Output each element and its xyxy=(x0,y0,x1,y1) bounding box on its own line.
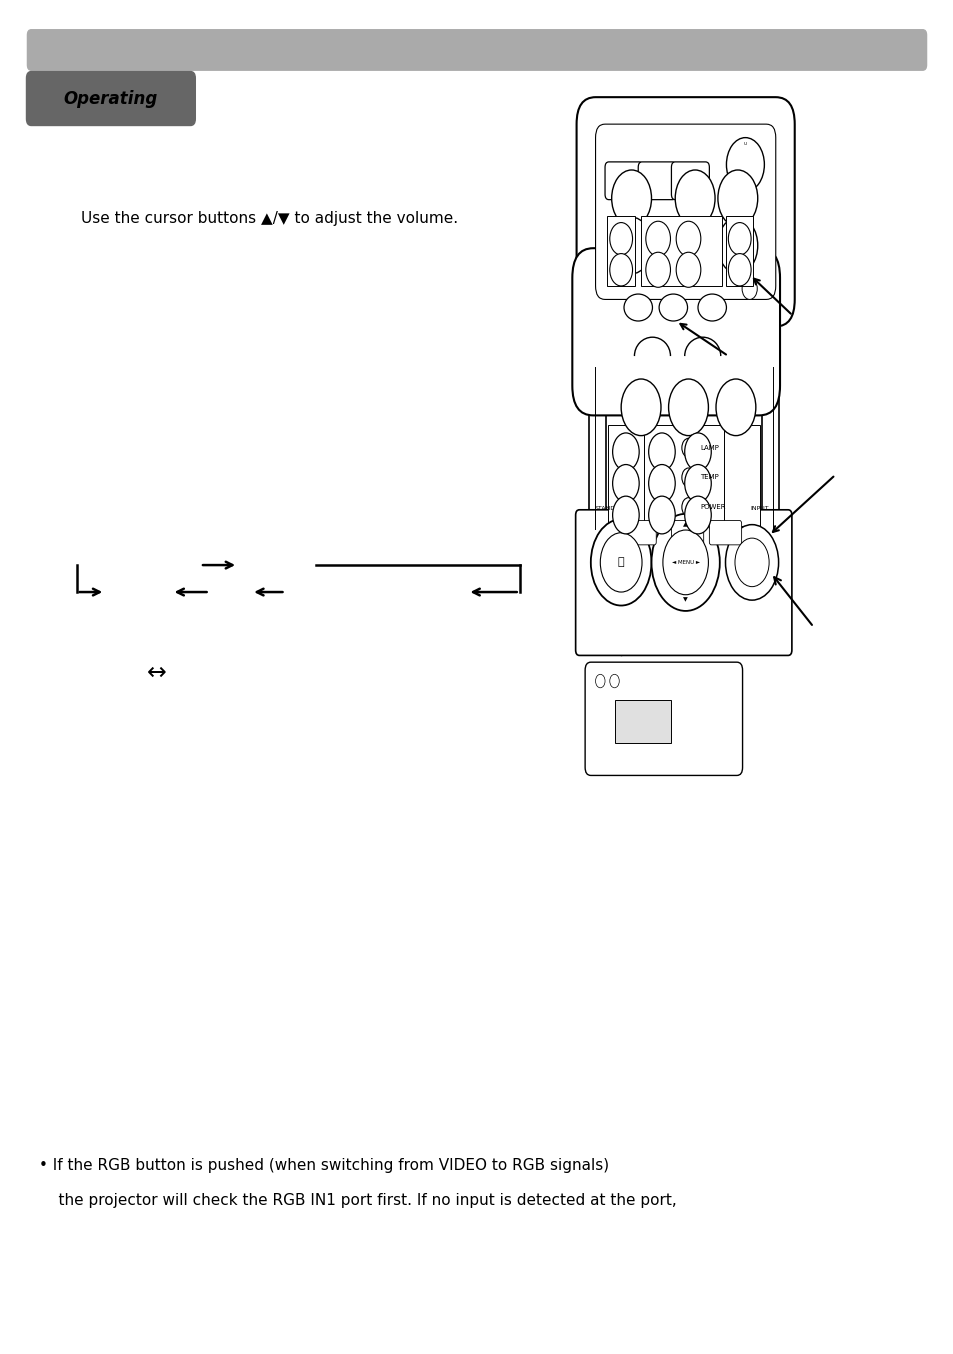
FancyBboxPatch shape xyxy=(575,510,791,655)
Circle shape xyxy=(684,496,711,533)
Ellipse shape xyxy=(698,294,725,321)
FancyBboxPatch shape xyxy=(623,520,656,544)
Circle shape xyxy=(675,217,715,274)
Circle shape xyxy=(727,253,750,286)
Text: ⏻: ⏻ xyxy=(618,558,624,567)
Circle shape xyxy=(651,513,720,611)
FancyBboxPatch shape xyxy=(671,162,709,199)
Text: ▲: ▲ xyxy=(682,523,687,527)
Circle shape xyxy=(668,379,708,436)
Text: Use the cursor buttons ▲/▼ to adjust the volume.: Use the cursor buttons ▲/▼ to adjust the… xyxy=(80,211,457,226)
FancyBboxPatch shape xyxy=(28,30,925,70)
Circle shape xyxy=(612,464,639,502)
Bar xyxy=(760,367,778,528)
Text: POWER: POWER xyxy=(700,504,724,510)
Circle shape xyxy=(675,171,715,226)
Circle shape xyxy=(716,379,755,436)
Bar xyxy=(606,215,635,286)
Circle shape xyxy=(620,379,660,436)
FancyBboxPatch shape xyxy=(604,162,642,199)
FancyBboxPatch shape xyxy=(576,97,794,326)
FancyBboxPatch shape xyxy=(584,662,741,776)
Bar xyxy=(607,425,643,525)
Text: ◄ MENU ►: ◄ MENU ► xyxy=(671,561,699,565)
Circle shape xyxy=(609,222,632,255)
FancyBboxPatch shape xyxy=(671,520,703,544)
Circle shape xyxy=(734,538,768,586)
Bar xyxy=(614,700,671,743)
Text: the projector will check the RGB IN1 port first. If no input is detected at the : the projector will check the RGB IN1 por… xyxy=(39,1193,676,1208)
Circle shape xyxy=(609,253,632,286)
Circle shape xyxy=(595,674,604,688)
Text: Operating: Operating xyxy=(64,89,158,107)
Bar xyxy=(588,367,605,528)
Ellipse shape xyxy=(623,294,652,321)
Circle shape xyxy=(727,222,750,255)
FancyBboxPatch shape xyxy=(638,162,676,199)
Bar xyxy=(640,215,720,286)
FancyBboxPatch shape xyxy=(572,248,780,416)
Circle shape xyxy=(718,171,757,226)
Circle shape xyxy=(681,498,695,516)
Circle shape xyxy=(684,433,711,471)
Circle shape xyxy=(609,674,618,688)
Text: ▼: ▼ xyxy=(682,597,687,603)
Circle shape xyxy=(718,217,757,274)
Circle shape xyxy=(725,138,763,191)
Circle shape xyxy=(676,252,700,287)
Text: ↔: ↔ xyxy=(147,661,166,685)
FancyBboxPatch shape xyxy=(27,72,195,126)
FancyBboxPatch shape xyxy=(595,125,775,299)
Circle shape xyxy=(684,464,711,502)
Circle shape xyxy=(612,496,639,533)
Text: TEMP: TEMP xyxy=(700,474,718,481)
Circle shape xyxy=(611,217,651,274)
Text: • If the RGB button is pushed (when switching from VIDEO to RGB signals): • If the RGB button is pushed (when swit… xyxy=(39,1158,608,1173)
Circle shape xyxy=(648,464,675,502)
Circle shape xyxy=(681,468,695,487)
Text: ᵁ: ᵁ xyxy=(743,142,746,149)
Bar xyxy=(643,425,722,525)
Circle shape xyxy=(611,171,651,226)
Circle shape xyxy=(741,278,757,299)
Circle shape xyxy=(648,496,675,533)
Circle shape xyxy=(724,524,778,600)
Circle shape xyxy=(645,221,670,256)
Bar xyxy=(725,215,752,286)
Circle shape xyxy=(676,221,700,256)
Circle shape xyxy=(662,529,708,594)
Circle shape xyxy=(599,532,641,592)
Circle shape xyxy=(648,433,675,471)
Circle shape xyxy=(645,252,670,287)
Ellipse shape xyxy=(659,294,687,321)
Text: INPUT: INPUT xyxy=(750,506,768,510)
Circle shape xyxy=(612,433,639,471)
Circle shape xyxy=(590,519,651,605)
Text: STANDBY/ON: STANDBY/ON xyxy=(595,506,636,510)
Circle shape xyxy=(681,439,695,458)
Bar xyxy=(722,425,759,525)
Text: LAMP: LAMP xyxy=(700,444,718,451)
FancyBboxPatch shape xyxy=(709,520,740,544)
